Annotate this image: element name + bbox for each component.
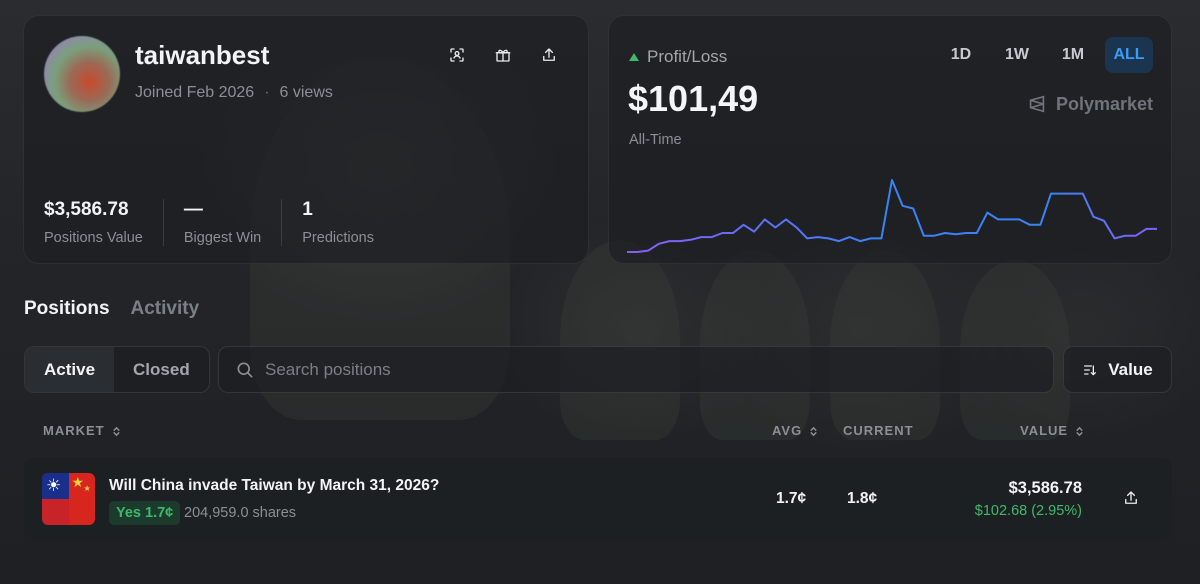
profile-meta: Joined Feb 2026 · 6 views [135,84,333,102]
column-avg-label: AVG [772,423,803,438]
taiwan-flag-icon [42,473,69,525]
joined-date: Joined Feb 2026 [135,84,255,101]
range-tab-1w[interactable]: 1W [1005,46,1029,63]
stat-label: Biggest Win [183,230,262,246]
polymarket-logo-icon [1029,95,1045,113]
sort-updown-icon [808,425,819,437]
username: taiwanbest [135,40,270,70]
column-market-label: MARKET [43,423,105,438]
tab-activity[interactable]: Activity [130,298,200,319]
brand-name: Polymarket [1055,93,1153,114]
china-flag-icon [68,473,95,525]
column-current: CURRENT [843,423,914,438]
pnl-series-line [627,179,1157,253]
market-title[interactable]: Will China invade Taiwan by March 31, 20… [109,477,440,494]
gift-icon[interactable] [492,44,514,66]
column-value[interactable]: VALUE [1020,423,1085,438]
profit-loss-card: Profit/Loss $101,49 All-Time 1D 1W 1M AL… [608,15,1172,264]
pnl-amount: $101,49 [628,78,759,119]
polymarket-brand: Polymarket [1026,93,1153,115]
column-avg[interactable]: AVG [772,423,819,438]
range-tabs: 1D 1W 1M ALL [937,37,1153,73]
avg-price: 1.7¢ [776,490,807,507]
market-image [42,473,95,525]
stat-predictions: 1 Predictions [302,199,394,246]
scan-icon[interactable] [446,44,468,66]
profile-card: taiwanbest Joined Feb 2026 · 6 views $3,… [23,15,589,264]
sort-icon [1084,364,1097,375]
search-box [218,346,1054,393]
avatar [44,36,120,112]
sort-button[interactable]: Value [1063,346,1172,393]
tab-positions[interactable]: Positions [24,298,110,319]
meta-separator: · [264,84,270,101]
toggle-active[interactable]: Active [25,347,115,392]
sort-label: Value [1108,359,1153,379]
column-market[interactable]: MARKET [43,423,122,438]
stat-value: — [183,199,203,220]
search-icon [237,362,253,377]
stat-label: Predictions [302,230,374,246]
stat-biggest-win: — Biggest Win [183,199,283,246]
current-price: 1.8¢ [847,490,878,507]
pnl-period: All-Time [629,132,682,148]
up-triangle-icon [629,53,639,61]
outcome-badge: Yes 1.7¢ [109,501,181,525]
profile-stats: $3,586.78 Positions Value — Biggest Win … [44,199,414,246]
pnl-chart [627,179,1157,253]
range-tab-all[interactable]: ALL [1105,37,1153,73]
view-count: 6 views [279,84,333,101]
profile-actions [446,44,560,66]
status-toggle: Active Closed [24,346,210,393]
column-current-label: CURRENT [843,423,914,438]
stat-positions-value: $3,586.78 Positions Value [44,199,164,246]
sort-updown-icon [111,425,122,437]
range-tab-1d[interactable]: 1D [950,46,972,63]
position-change: $102.68 (2.95%) [974,503,1082,519]
range-tab-1m[interactable]: 1M [1061,46,1085,63]
column-value-label: VALUE [1020,423,1069,438]
search-input[interactable] [265,359,1025,380]
toggle-closed[interactable]: Closed [133,359,190,379]
main-tabs: Positions Activity [24,298,199,320]
sort-updown-icon [1074,425,1085,437]
table-row[interactable]: Will China invade Taiwan by March 31, 20… [24,458,1172,540]
pnl-header: Profit/Loss [629,47,727,67]
position-value: $3,586.78 [1008,479,1082,497]
stat-value: 1 [302,199,313,220]
share-icon[interactable] [1122,489,1142,509]
stat-label: Positions Value [44,230,143,246]
pnl-title: Profit/Loss [647,47,728,66]
stat-value: $3,586.78 [44,199,129,220]
share-icon[interactable] [538,44,560,66]
shares-count: 204,959.0 shares [184,505,297,521]
